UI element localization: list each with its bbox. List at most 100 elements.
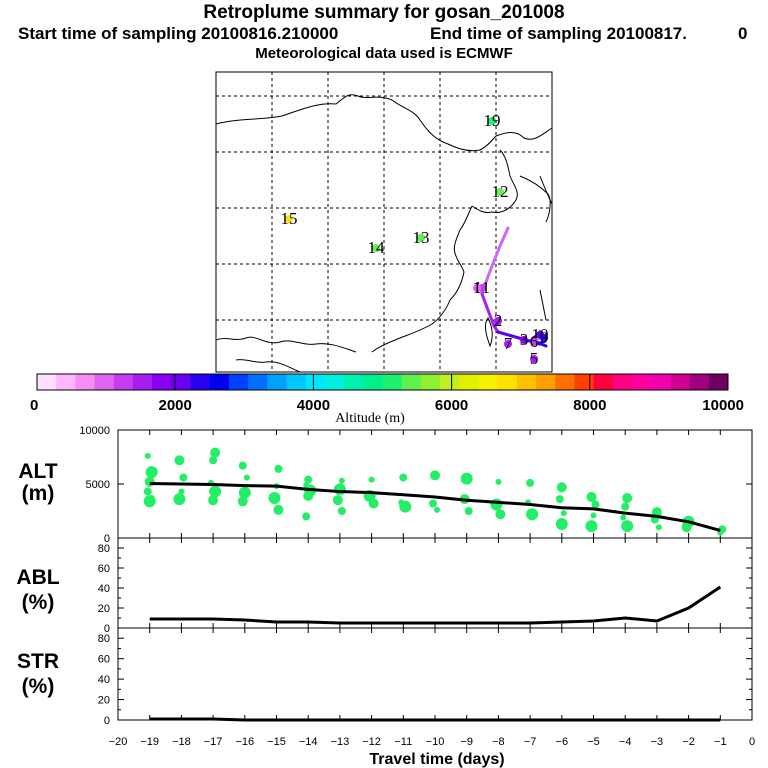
y-tick-label: 40 bbox=[98, 583, 110, 595]
colorbar-axis-label: Altitude (m) bbox=[335, 411, 405, 426]
plot-frame bbox=[117, 537, 753, 629]
colorbar-swatch bbox=[286, 374, 307, 390]
scatter-point bbox=[268, 492, 281, 505]
scatter-point bbox=[495, 478, 502, 485]
x-tick-label: −8 bbox=[492, 736, 505, 748]
map-time-label: 19 bbox=[484, 111, 501, 130]
scatter-point bbox=[555, 517, 568, 530]
scatter-point bbox=[655, 524, 662, 531]
scatter-point bbox=[399, 473, 408, 482]
x-tick-label: −13 bbox=[331, 736, 350, 748]
x-tick-label: −11 bbox=[394, 736, 412, 748]
x-axis-label: Travel time (days) bbox=[369, 751, 504, 768]
map-marker bbox=[540, 334, 548, 342]
end-time-suffix: 0 bbox=[738, 24, 748, 43]
plot-unit: (%) bbox=[22, 675, 55, 698]
colorbar-swatch bbox=[632, 374, 652, 390]
colorbar-swatch bbox=[459, 374, 479, 390]
colorbar-swatch bbox=[305, 374, 326, 390]
x-tick-label: −14 bbox=[299, 736, 318, 748]
scatter-point bbox=[145, 466, 158, 479]
scatter-point bbox=[174, 455, 185, 466]
colorbar-swatch bbox=[190, 374, 211, 390]
colorbar-swatch bbox=[363, 374, 383, 390]
colorbar-swatch bbox=[420, 374, 441, 390]
scatter-point bbox=[210, 447, 221, 458]
scatter-point bbox=[368, 476, 375, 483]
plot-unit: (%) bbox=[22, 591, 55, 614]
scatter-point bbox=[304, 475, 313, 484]
scatter-point bbox=[622, 493, 633, 504]
map-marker bbox=[494, 317, 502, 325]
x-tick-label: −17 bbox=[204, 736, 223, 748]
str-line bbox=[149, 717, 721, 722]
colorbar-swatch bbox=[344, 374, 364, 390]
map-marker bbox=[530, 355, 538, 363]
scatter-point bbox=[274, 464, 283, 473]
x-tick-label: −16 bbox=[235, 736, 254, 748]
colorbar-swatch bbox=[555, 374, 575, 390]
colorbar-swatch bbox=[440, 374, 460, 390]
scatter-point bbox=[681, 522, 692, 533]
y-tick-label: 80 bbox=[98, 633, 110, 645]
scatter-point bbox=[620, 514, 627, 521]
map-time-label: 3 bbox=[520, 330, 529, 349]
scatter-point bbox=[243, 474, 250, 481]
map-marker bbox=[520, 336, 528, 344]
scatter-point bbox=[591, 500, 600, 509]
plot-frame bbox=[117, 627, 753, 721]
colorbar-swatch bbox=[689, 374, 710, 390]
y-tick-label: 5000 bbox=[86, 479, 110, 491]
scatter-point bbox=[333, 483, 346, 496]
plot-ylabel: STR bbox=[17, 650, 59, 673]
scatter-point bbox=[590, 512, 597, 519]
scatter-point bbox=[560, 510, 567, 517]
plot-alt: ALT(m) 10000 5000 0 bbox=[18, 425, 753, 545]
map-marker bbox=[372, 244, 380, 252]
scatter-point bbox=[460, 472, 473, 485]
scatter-point bbox=[526, 508, 539, 521]
colorbar-swatch bbox=[228, 374, 249, 390]
colorbar-swatches bbox=[37, 374, 729, 390]
colorbar-tick-label: 2000 bbox=[159, 397, 192, 414]
plot-str: STR(%) 80 60 40 20 0 bbox=[17, 627, 753, 727]
colorbar-swatch bbox=[708, 374, 729, 390]
colorbar-swatch bbox=[478, 374, 499, 390]
x-tick-label: −12 bbox=[362, 736, 381, 748]
colorbar-tick-label: 4000 bbox=[297, 397, 330, 414]
map-marker bbox=[496, 188, 504, 196]
x-tick-label: −2 bbox=[682, 736, 695, 748]
y-tick-label: 80 bbox=[98, 543, 110, 555]
scatter-point bbox=[209, 485, 222, 498]
x-tick-label: −4 bbox=[619, 736, 632, 748]
colorbar-swatch bbox=[670, 374, 691, 390]
scatter-point bbox=[495, 509, 506, 520]
plot-ylabel: ABL bbox=[16, 566, 59, 589]
map-time-label: 6 bbox=[530, 332, 539, 351]
scatter-point bbox=[208, 495, 219, 506]
scatter-point bbox=[143, 487, 152, 496]
met-data-label: Meteorological data used is ECMWF bbox=[255, 45, 513, 62]
y-tick-label: 20 bbox=[98, 695, 110, 707]
x-tick-label: −10 bbox=[426, 736, 445, 748]
plot-unit: (m) bbox=[22, 482, 55, 505]
scatter-point bbox=[173, 493, 186, 506]
x-tick-label: −6 bbox=[556, 736, 569, 748]
alt-median-line bbox=[149, 481, 721, 532]
colorbar-ticks: 0 2000 4000 6000 8000 10000 bbox=[30, 374, 744, 414]
colorbar-swatch bbox=[75, 374, 96, 390]
abl-line bbox=[149, 585, 722, 625]
plot-ylabel: ALT bbox=[18, 460, 57, 483]
y-tick-label: 20 bbox=[98, 603, 110, 615]
colorbar-swatch bbox=[248, 374, 268, 390]
x-tick-label: −9 bbox=[460, 736, 473, 748]
scatter-point bbox=[651, 507, 662, 518]
scatter-point bbox=[429, 499, 437, 508]
map-time-label: 14 bbox=[368, 238, 386, 257]
colorbar-swatch bbox=[132, 374, 153, 390]
colorbar-swatch bbox=[516, 374, 537, 390]
plot-abl: ABL(%) 80 60 40 20 0 bbox=[16, 537, 753, 635]
scatter-point bbox=[338, 477, 345, 484]
